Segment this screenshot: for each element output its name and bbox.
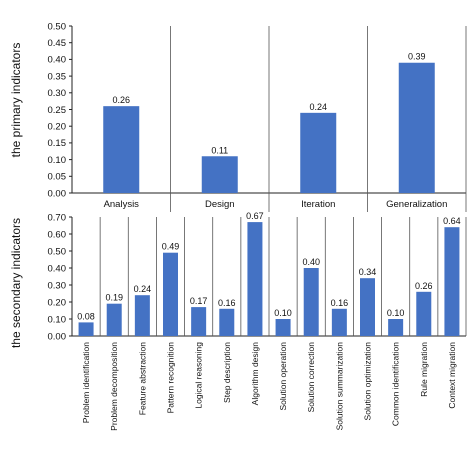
- bar: [106, 303, 122, 336]
- bar: [275, 319, 291, 336]
- bar-value-label: 0.26: [112, 95, 130, 105]
- bar-value-label: 0.39: [408, 52, 426, 62]
- bar-value-label: 0.08: [77, 311, 95, 321]
- y-tick-label: 0.45: [48, 38, 67, 49]
- x-category-label: Context migration: [447, 342, 457, 409]
- bar: [201, 156, 238, 193]
- bar-value-label: 0.24: [309, 102, 327, 112]
- x-category-label: Pattern recognition: [166, 342, 176, 414]
- y-tick-label: 0.05: [48, 172, 67, 183]
- primary-indicators-chart: 0.00 0.05 0.10 0.15 0.20 0.25 0.30 0.35 0.40 0.45…: [48, 21, 467, 212]
- bar: [360, 278, 375, 336]
- x-category-label: Step description: [222, 342, 232, 403]
- bar: [219, 308, 235, 336]
- bar-value-label: 0.64: [443, 216, 461, 226]
- secondary-chart-y-axis-label: the secondary indicators: [9, 218, 23, 348]
- bar-value-label: 0.26: [415, 281, 433, 291]
- bar: [398, 62, 435, 193]
- x-category-label: Solution optimization: [363, 342, 373, 421]
- bar-value-label: 0.16: [218, 298, 236, 308]
- bar-value-label: 0.17: [190, 296, 208, 306]
- bar-value-label: 0.16: [331, 298, 349, 308]
- bar-value-label: 0.19: [105, 293, 123, 303]
- y-tick-label: 0.15: [48, 138, 67, 149]
- bar-value-label: 0.34: [359, 267, 377, 277]
- y-tick-label: 0.40: [48, 55, 67, 66]
- secondary-indicators-chart: 0.00 0.10 0.20 0.30 0.40 0.50 0.60 0.70 0.08 0.19…: [48, 211, 467, 431]
- bar: [191, 307, 207, 336]
- bar: [78, 322, 94, 336]
- bar: [103, 106, 140, 193]
- bar: [444, 227, 460, 336]
- y-tick-label: 0.60: [48, 229, 67, 240]
- bar-value-label: 0.49: [162, 242, 180, 252]
- y-tick-label: 0.25: [48, 105, 67, 116]
- y-tick-label: 0.35: [48, 71, 67, 82]
- x-category-label: Design: [205, 199, 235, 210]
- x-category-label: Problem decomposition: [109, 342, 119, 431]
- y-tick-label: 0.00: [48, 188, 67, 199]
- x-category-label: Rule migration: [419, 342, 429, 397]
- bar-value-label: 0.11: [211, 145, 228, 155]
- bar: [331, 308, 347, 336]
- y-tick-label: 0.50: [48, 246, 67, 257]
- x-category-label: Solution operation: [278, 342, 288, 411]
- bar: [163, 252, 178, 336]
- bar-value-label: 0.24: [134, 284, 152, 294]
- bar: [134, 295, 150, 336]
- bar-value-label: 0.10: [274, 308, 292, 318]
- y-tick-label: 0.40: [48, 263, 67, 274]
- bar: [416, 291, 432, 336]
- bar: [388, 319, 404, 336]
- x-category-label: Solution summarization: [334, 342, 344, 431]
- y-tick-label: 0.10: [48, 314, 67, 325]
- x-category-label: Problem identification: [81, 342, 91, 424]
- y-tick-label: 0.20: [48, 297, 67, 308]
- x-category-label: Common identification: [391, 342, 401, 426]
- y-tick-label: 0.50: [48, 21, 67, 32]
- x-category-label: Algorithm design: [250, 342, 260, 406]
- y-tick-label: 0.00: [48, 331, 67, 342]
- bar-value-label: 0.67: [246, 211, 264, 221]
- y-tick-label: 0.30: [48, 280, 67, 291]
- bar-value-label: 0.10: [387, 308, 405, 318]
- x-category-label: Feature abstraction: [137, 342, 147, 416]
- x-category-label: Logical reasoning: [194, 342, 204, 409]
- x-category-label: Solution correction: [306, 342, 316, 413]
- y-tick-label: 0.10: [48, 155, 67, 166]
- x-category-label: Analysis: [104, 199, 140, 210]
- bar: [247, 222, 263, 336]
- x-category-label: Iteration: [301, 199, 335, 210]
- bar: [300, 112, 337, 193]
- bar-value-label: 0.40: [302, 257, 320, 267]
- primary-chart-y-axis-label: the primary indicators: [9, 43, 23, 158]
- bar: [303, 268, 319, 336]
- y-tick-label: 0.70: [48, 212, 67, 223]
- y-tick-label: 0.20: [48, 122, 67, 133]
- y-tick-label: 0.30: [48, 88, 67, 99]
- x-category-label: Generalization: [386, 199, 447, 210]
